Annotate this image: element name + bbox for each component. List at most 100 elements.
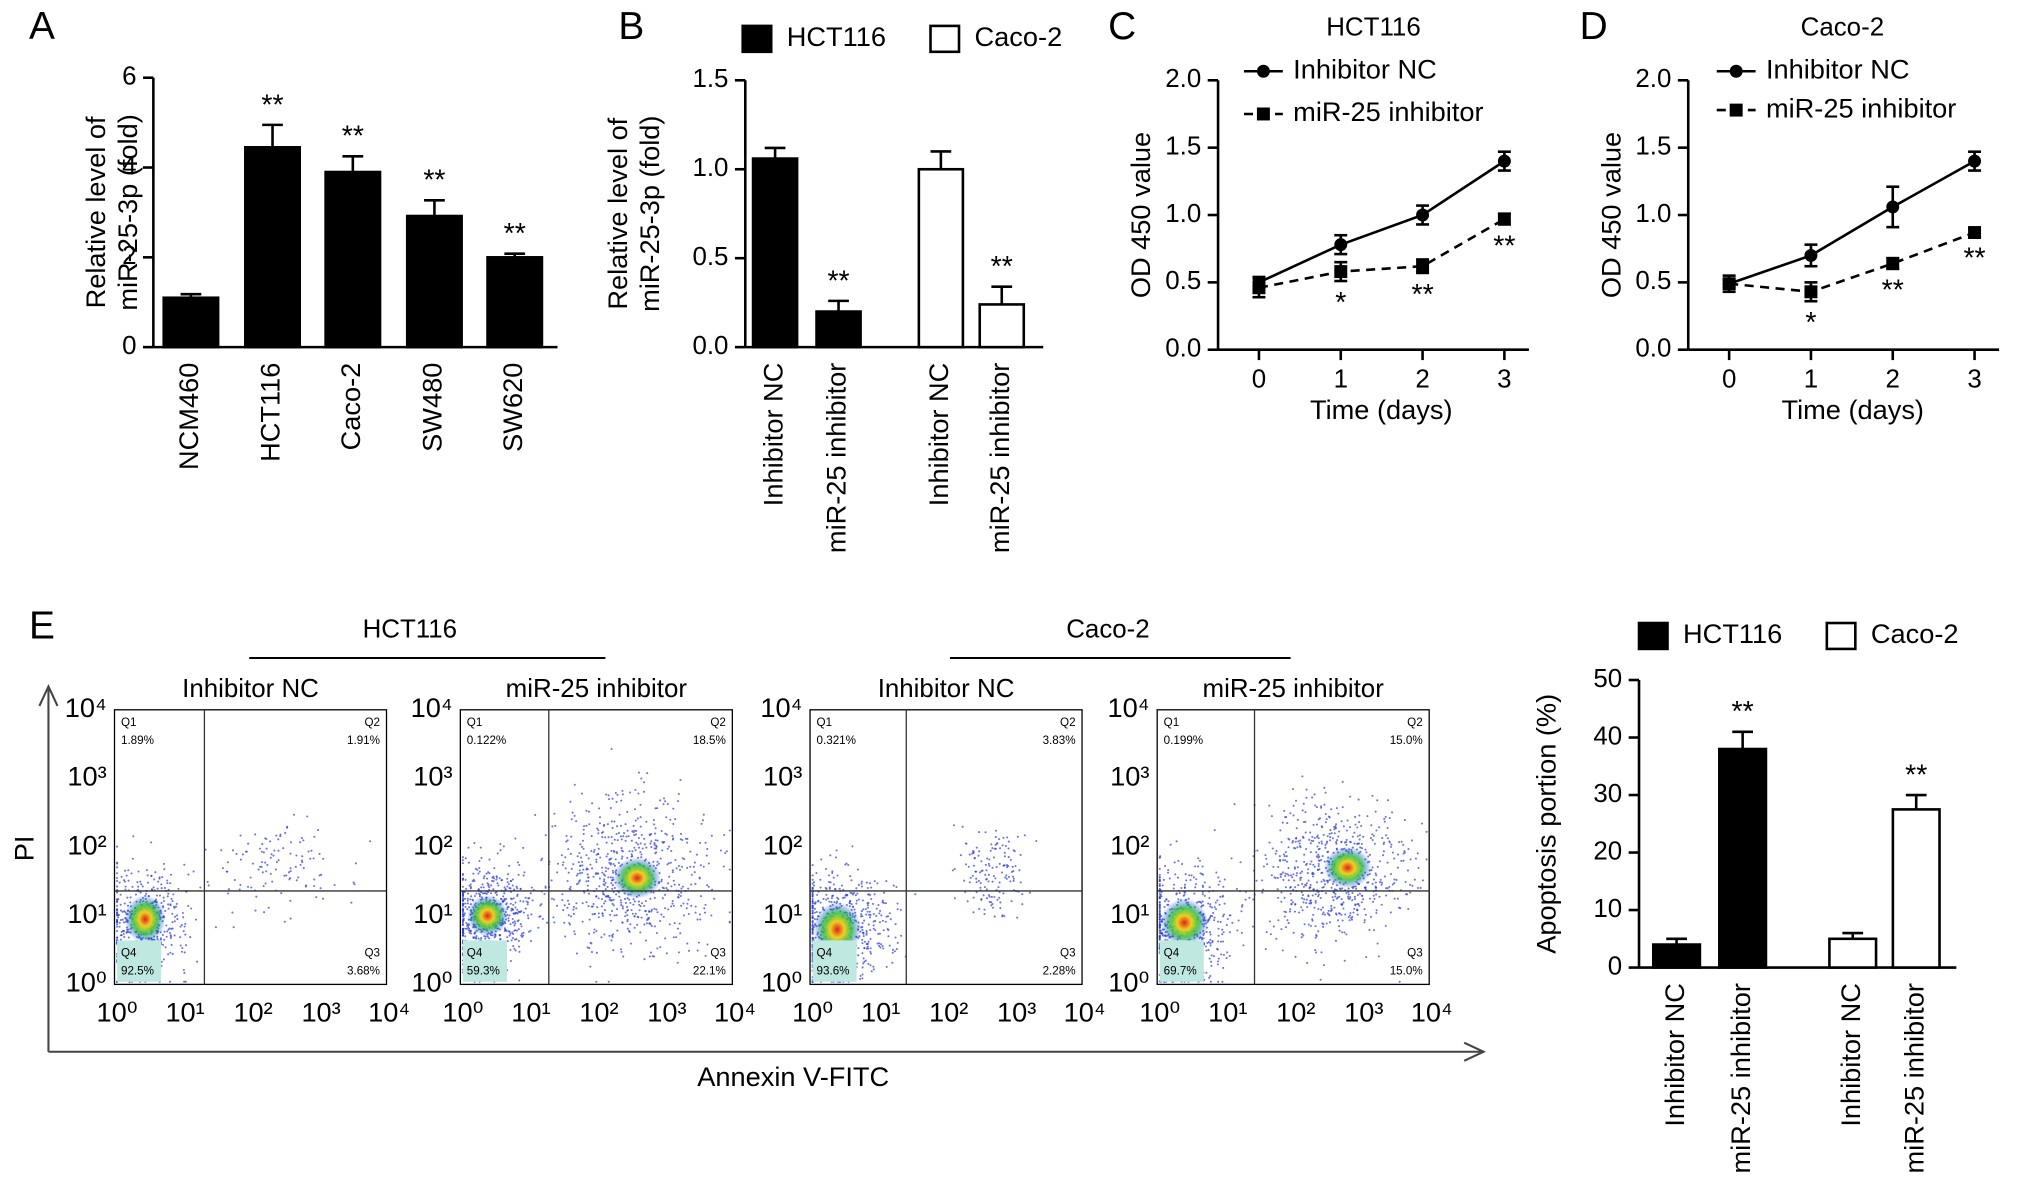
density-decor: [998, 896, 1001, 899]
density-decor: [171, 912, 174, 915]
density-decor: [694, 905, 697, 908]
density-decor: [1281, 821, 1284, 824]
density-decor: [664, 800, 667, 803]
density-decor: [1209, 933, 1212, 936]
density-decor: [1270, 815, 1273, 818]
density-decor: [179, 944, 182, 947]
density-decor: [633, 915, 636, 918]
density-decor: [1213, 916, 1216, 919]
density-decor: [676, 800, 680, 803]
density-decor: [992, 875, 995, 878]
density-decor: [656, 947, 659, 950]
density-decor: [626, 810, 629, 813]
density-decor: [612, 863, 615, 866]
density-decor: [649, 897, 652, 900]
density-decor: [1222, 915, 1225, 918]
density-decor: [1314, 948, 1317, 952]
density-decor: [465, 921, 468, 925]
density-decor: [461, 899, 464, 902]
y-tick-label: 10³: [67, 761, 106, 792]
density-decor: [1218, 880, 1221, 883]
density-decor: [528, 897, 531, 900]
density-decor: [511, 921, 514, 924]
density-decor: [616, 839, 619, 842]
density-decor: [1219, 940, 1223, 943]
density-decor: [131, 857, 134, 860]
density-decor: [461, 885, 464, 888]
density-decor: [870, 970, 873, 973]
density-decor: [597, 912, 600, 915]
density-decor: [811, 899, 814, 902]
density-decor: [506, 873, 510, 876]
density-decor: [1317, 895, 1320, 898]
density-decor: [589, 941, 592, 944]
series-line: [1728, 159, 1976, 285]
x-tick-label: NCM460: [173, 363, 204, 470]
x-tick-label: 10⁰: [792, 996, 833, 1027]
density-decor: [1369, 853, 1372, 856]
density-decor: [596, 843, 599, 846]
density-decor: [1336, 919, 1340, 922]
density-decor: [1293, 879, 1296, 882]
density-decor: [697, 941, 700, 944]
density-decor: [467, 861, 470, 864]
density-decor: [573, 783, 576, 786]
density-decor: [1302, 901, 1305, 904]
density-decor: [1288, 910, 1292, 913]
y-tick-label: 30: [1593, 780, 1622, 808]
density-decor: [1323, 913, 1326, 916]
density-decor: [650, 910, 653, 913]
density-decor: [1196, 865, 1200, 868]
density-decor: [464, 902, 467, 905]
density-decor: [610, 835, 613, 838]
density-decor: [512, 903, 515, 906]
density-decor: [126, 896, 129, 899]
density-decor: [305, 884, 308, 887]
y-axis-label: Apoptosis portion (%): [1531, 694, 1562, 954]
density-decor: [596, 906, 599, 909]
density-decor: [220, 849, 223, 852]
density-decor: [704, 954, 707, 957]
quadrant-name: Q2: [1407, 716, 1423, 729]
density-decor: [1378, 881, 1382, 884]
density-decor: [857, 898, 860, 901]
density-decor: [613, 838, 616, 841]
density-decor: [1393, 878, 1396, 881]
density-decor: [599, 856, 602, 859]
legend-label: Inhibitor NC: [1293, 53, 1437, 84]
density-decor: [660, 880, 663, 883]
density-decor: [811, 915, 814, 918]
density-decor: [1407, 908, 1410, 911]
density-decor: [1372, 878, 1376, 881]
density-decor: [318, 852, 321, 855]
y-tick-label: 10⁴: [1107, 692, 1149, 723]
density-decor: [1311, 918, 1314, 921]
density-decor: [639, 851, 642, 854]
density-decor: [1197, 900, 1200, 903]
density-decor: [1371, 882, 1374, 885]
density-decor: [645, 820, 648, 823]
density-decor: [666, 863, 669, 866]
density-decor: [586, 888, 589, 891]
density-decor: [626, 856, 629, 859]
quadrant-percent: 15.0%: [1390, 734, 1423, 747]
density-decor: [1298, 911, 1301, 914]
density-decor: [514, 922, 517, 925]
density-decor: [993, 847, 996, 850]
density-decor: [461, 911, 464, 914]
density-decor: [1317, 865, 1320, 868]
density-decor: [1406, 869, 1409, 872]
density-decor: [1248, 896, 1251, 899]
density-decor: [461, 893, 464, 896]
density-decor: [1169, 843, 1172, 846]
density-decor: [1338, 895, 1341, 898]
density-decor: [1400, 840, 1403, 843]
density-decor: [287, 871, 291, 874]
quadrant-percent: 69.7%: [1164, 965, 1197, 978]
density-decor: [625, 835, 628, 838]
density-decor: [1403, 819, 1406, 822]
density-decor: [639, 931, 642, 934]
density-decor: [827, 897, 830, 900]
density-decor: [1292, 873, 1295, 876]
density-decor: [1305, 847, 1308, 851]
